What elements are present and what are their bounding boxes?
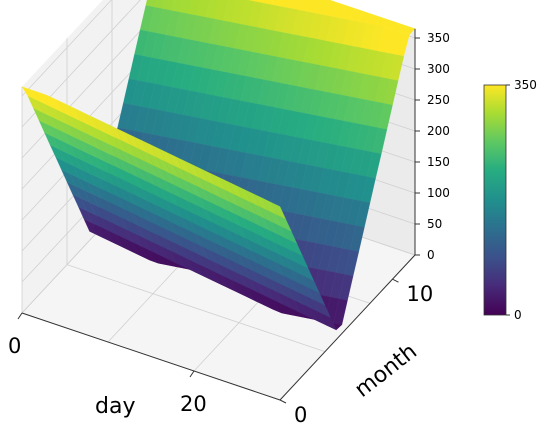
- day-axis-line: [21, 312, 281, 401]
- colorbar-tick-label: 350: [514, 78, 537, 92]
- z-tick-label: 100: [427, 186, 450, 200]
- surface-cell: [271, 202, 286, 220]
- z-tick-label: 200: [427, 124, 450, 138]
- z-tick-label: 250: [427, 93, 450, 107]
- colorbar-rect: [483, 84, 507, 316]
- month-tick-mark: [392, 278, 399, 283]
- colorbar-tick-label: 0: [514, 308, 522, 322]
- z-tick-label: 300: [427, 62, 450, 76]
- surface-plot: [21, 0, 416, 331]
- month-floor-grid-line: [66, 264, 326, 353]
- z-tick-label: 50: [427, 217, 442, 231]
- month-axis-label: month: [350, 339, 422, 403]
- day-tick-mark: [17, 312, 23, 320]
- day-tick-label: 0: [8, 334, 21, 358]
- z-tick-label: 150: [427, 155, 450, 169]
- month-tick-label: 0: [294, 403, 307, 427]
- month-tick-label: 10: [407, 282, 434, 306]
- z-tick-label: 350: [427, 31, 450, 45]
- month-tick-mark: [279, 399, 287, 404]
- day-tick-mark: [189, 370, 195, 378]
- day-tick-label: 20: [180, 392, 207, 416]
- colorbar: 0 350: [483, 78, 537, 322]
- z-tick-label: 0: [427, 248, 435, 262]
- day-axis-label: day: [95, 394, 135, 419]
